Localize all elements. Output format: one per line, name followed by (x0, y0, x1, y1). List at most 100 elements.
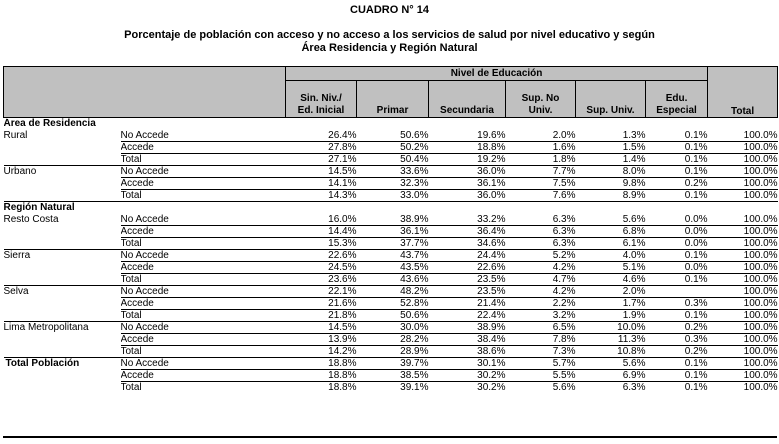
value-cell: 10.0% (575, 321, 646, 334)
value-cell: 36.1% (428, 177, 506, 190)
value-cell: 38.9% (356, 213, 429, 226)
table-row: Total 23.6% 43.6% 23.5% 4.7% 4.6% 0.1% 100.0% (3, 273, 778, 286)
value-cell: 28.9% (356, 345, 429, 358)
region-label (4, 298, 121, 310)
total-value-cell: 100.0% (743, 382, 778, 394)
value-cell: 27.1% (285, 153, 357, 166)
value-cell: 39.7% (356, 357, 429, 370)
total-value-cell: 100.0% (707, 297, 778, 310)
section-label: Región Natural (3, 202, 75, 214)
value-cell: 18.8% (328, 382, 357, 394)
value-cell: 0.0% (645, 225, 708, 238)
subtitle-line-1: Porcentaje de población con acceso y no … (124, 29, 655, 41)
value-cell: 0.1% (645, 249, 708, 262)
value-cell: 38.6% (428, 345, 506, 358)
value-cell: 28.2% (356, 333, 429, 346)
value-cell: 7.8% (505, 333, 576, 346)
value-cell: 1.5% (575, 141, 646, 154)
value-cell: 0.1% (645, 273, 708, 286)
region-label (3, 237, 121, 250)
value-cell: 6.3% (505, 237, 576, 250)
table-row: Accede 21.6% 52.8% 21.4% 2.2% 1.7% 0.3% 100.0% (4, 297, 778, 310)
value-cell: 1.7% (575, 297, 646, 310)
band-header: Nivel de Educación (284, 66, 709, 81)
value-cell: 0.2% (645, 345, 708, 358)
access-label: Accede (120, 141, 286, 154)
value-cell: 0.1% (645, 189, 708, 202)
value-cell: 7.7% (505, 165, 576, 178)
table-row: Lima Metropolitana No Accede 14.5% 30.0% 38.… (3, 321, 778, 334)
value-cell: 1.8% (505, 153, 576, 166)
value-cell: 5.5% (505, 369, 576, 382)
value-cell: 1.6% (505, 141, 576, 154)
value-cell: 38.5% (356, 369, 429, 382)
value-cell: 5.1% (575, 261, 646, 274)
value-cell: 22.6% (428, 261, 506, 274)
corner-cell (3, 66, 286, 118)
total-value-cell: 100.0% (707, 345, 778, 358)
value-cell: 18.8% (285, 357, 357, 370)
value-cell: 30.0% (356, 321, 429, 334)
total-value-cell: 100.0% (707, 321, 778, 334)
value-cell: 52.8% (356, 297, 429, 310)
table-row: Total 14.2% 28.9% 38.6% 7.3% 10.8% 0.2% 100.0% (3, 345, 778, 358)
value-cell: 5.6% (575, 213, 646, 226)
value-cell: 14.5% (285, 321, 357, 334)
value-cell: 18.8% (285, 369, 357, 382)
total-value-cell: 100.0% (707, 225, 778, 238)
table-row: Urbano No Accede 14.5% 33.6% 36.0% 7.7% 8.0% 0.… (4, 165, 778, 178)
page-title: CUADRO N° 14 (350, 4, 429, 16)
total-value-cell: 100.0% (707, 357, 778, 370)
value-cell: 0.3% (645, 297, 708, 310)
region-label (3, 345, 121, 358)
total-value-cell: 100.0% (707, 273, 778, 286)
value-cell: 4.7% (505, 273, 576, 286)
value-cell: 15.3% (285, 237, 357, 250)
value-cell: 4.2% (505, 261, 576, 274)
value-cell: 34.6% (428, 237, 506, 250)
value-cell: 23.5% (428, 273, 506, 286)
access-label: Accede (120, 333, 286, 346)
access-label: Accede (120, 297, 286, 310)
value-cell: 6.3% (622, 382, 646, 394)
value-cell: 0.1% (645, 357, 708, 370)
region-label: Resto Costa (3, 214, 59, 225)
access-label: Total (120, 153, 286, 166)
value-cell: 11.3% (575, 333, 646, 346)
value-cell: 10.8% (575, 345, 646, 358)
table-header: Nivel de Educación Total Sin. Niv./ Ed. … (3, 66, 779, 118)
table-row: Total 27.1% 50.4% 19.2% 1.8% 1.4% 0.1% 100.0% (3, 153, 778, 166)
total-value-cell: 100.0% (707, 261, 778, 274)
value-cell: 33.0% (356, 189, 429, 202)
column-header-sin-niv: Sin. Niv./ Ed. Inicial (285, 80, 357, 118)
value-cell: 13.9% (285, 333, 357, 346)
value-cell: 24.5% (285, 261, 357, 274)
region-label (4, 262, 121, 274)
value-cell: 50.4% (356, 153, 429, 166)
value-cell: 1.4% (575, 153, 646, 166)
value-cell: 36.1% (356, 225, 429, 238)
value-cell: 14.4% (285, 225, 357, 238)
region-label: Lima Metropolitana (3, 322, 89, 334)
access-label: Total (120, 382, 142, 394)
region-label (4, 226, 121, 238)
value-cell: 30.2% (477, 382, 506, 394)
table-row: Accede 14.1% 32.3% 36.1% 7.5% 9.8% 0.2% 100.0% (4, 177, 778, 190)
value-cell: 39.1% (400, 382, 429, 394)
access-label: Total (120, 237, 286, 250)
value-cell: 18.8% (428, 141, 506, 154)
value-cell: 14.2% (285, 345, 357, 358)
value-cell: 0.0% (645, 237, 708, 250)
value-cell: 0.2% (645, 177, 708, 190)
value-cell: 6.8% (575, 225, 646, 238)
value-cell: 5.7% (505, 357, 576, 370)
value-cell: 6.5% (505, 321, 576, 334)
value-cell: 36.4% (428, 225, 506, 238)
access-label: Total (120, 273, 286, 286)
value-cell: 7.5% (505, 177, 576, 190)
value-cell: 0.1% (645, 309, 708, 322)
value-cell: 37.7% (356, 237, 429, 250)
value-cell: 19.6% (428, 129, 506, 142)
value-cell: 8.9% (575, 189, 646, 202)
cuadro-table: Nivel de Educación Total Sin. Niv./ Ed. … (3, 66, 779, 394)
